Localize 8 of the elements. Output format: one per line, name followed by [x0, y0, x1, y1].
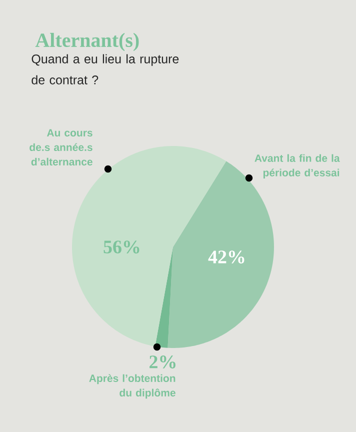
- slice-label: Avant la fin de la période d’essai: [254, 154, 340, 178]
- slice-label: Après l’obtention du diplôme: [89, 374, 176, 399]
- data-label: 2%: [150, 356, 176, 368]
- slice-label: Au cours de.s année.s d’alternance: [30, 129, 92, 166]
- data-label: 42%: [208, 250, 244, 264]
- chart-subtitle: Quand a eu lieu la rupture de contrat ?: [32, 54, 179, 84]
- data-label: 56%: [104, 240, 140, 254]
- chart-title: Alternant(s): [35, 32, 139, 52]
